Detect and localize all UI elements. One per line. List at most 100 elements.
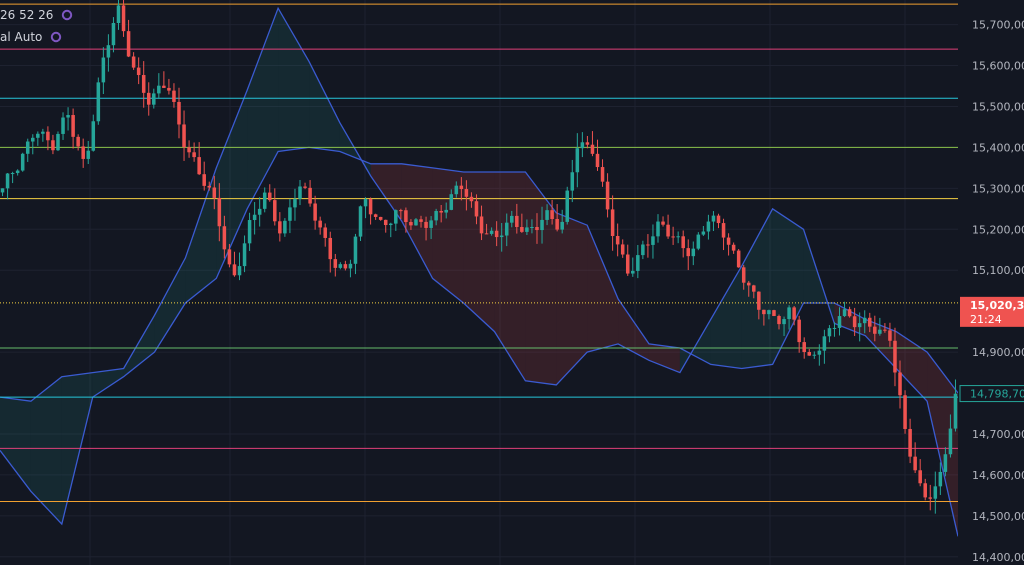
candle-body [212,187,217,198]
candle-body [141,75,146,93]
cloud-segment [741,208,773,369]
candle-body [933,486,938,499]
candle-body [822,336,827,351]
candle-body [535,227,539,231]
settings-icon[interactable] [50,31,62,43]
candle-body [716,215,721,224]
candle-body [923,483,927,498]
candle-body [807,352,812,356]
candle-body [570,172,575,191]
candle-body [782,319,786,325]
price-tick-label: 14,900,000 [972,346,1024,359]
candle-body [888,330,892,341]
candle-body [792,307,796,320]
candle-body [560,221,564,230]
candle-body [111,23,116,46]
cloud-segment [927,352,958,537]
candle-body [444,209,448,213]
candle-body [293,198,297,208]
candle-body [731,244,736,251]
candle-body [187,147,191,153]
candle-body [575,148,580,173]
candle-body [121,5,126,32]
candle-body [746,282,751,286]
candle-body [565,190,570,222]
candlestick-series [0,0,958,514]
candle-body [10,173,15,175]
candle-body [661,221,665,225]
cloud-segment [123,315,155,377]
candle-body [323,227,327,238]
candle-body [908,428,912,457]
candle-body [943,454,948,472]
senkou-span-a-line [0,6,959,537]
candle-body [232,264,237,276]
candle-body [434,210,438,221]
price-tick-label: 14,500,000 [972,510,1024,523]
candle-body [328,237,333,260]
price-tick-label: 14,400,000 [972,551,1024,564]
cloud-segment [432,167,464,303]
candle-body [20,153,25,171]
candle-body [515,215,519,228]
candle-body [207,185,212,188]
candle-body [338,264,343,268]
candle-body [842,309,847,317]
settings-icon[interactable] [61,9,73,21]
candle-body [116,5,121,24]
secondary-price-label: 14,798,70 [970,388,1024,401]
cloud-segment [648,343,680,373]
candle-body [318,220,322,228]
candle-body [126,31,131,57]
candle-body [71,115,75,137]
candle-body [217,197,222,227]
candle-body [358,206,363,237]
candle-body [757,291,761,310]
candle-body [227,249,232,265]
price-tick-label: 15,200,000 [972,223,1024,236]
cloud-segment [834,302,866,336]
candle-body [388,223,393,226]
candle-body [701,231,706,235]
cloud-segment [896,331,928,402]
candle-body [691,248,696,257]
candle-body [152,93,156,105]
candle-body [646,244,650,246]
candle-body [459,185,464,190]
current-price-badge [960,296,1024,327]
candle-body [545,210,549,220]
legend-row-auto[interactable]: al Auto [0,26,73,48]
candle-body [394,210,398,224]
candle-body [439,210,443,213]
candle-body [641,244,645,256]
candle-body [479,216,484,234]
candle-body [409,222,413,226]
candle-body [419,219,423,222]
legend-row-ichimoku[interactable]: 26 52 26 [0,4,73,26]
candle-body [197,157,201,175]
candle-body [288,207,292,221]
candle-body [812,354,817,356]
candle-body [136,67,141,76]
countdown-label: 21:24 [970,313,1002,326]
candle-body [600,167,605,182]
price-tick-label: 15,700,000 [972,19,1024,32]
cloud-segment [587,225,619,353]
candle-body [399,210,403,212]
candle-body [333,259,338,268]
candle-body [36,133,40,138]
candle-body [157,85,161,94]
candle-body [938,471,943,487]
cloud-segment [185,167,217,303]
candle-body [656,221,660,237]
cloud-segment [370,163,402,222]
candle-body [686,248,691,257]
price-axis[interactable]: 15,700,000 15,600,000 15,500,000 15,400,000… [958,0,1024,565]
candle-body [696,234,701,249]
candle-body [131,56,136,68]
candle-body [86,150,91,159]
candle-body [711,215,716,222]
legend-ichimoku-params: 26 52 26 [0,8,54,22]
candle-body [852,316,857,328]
